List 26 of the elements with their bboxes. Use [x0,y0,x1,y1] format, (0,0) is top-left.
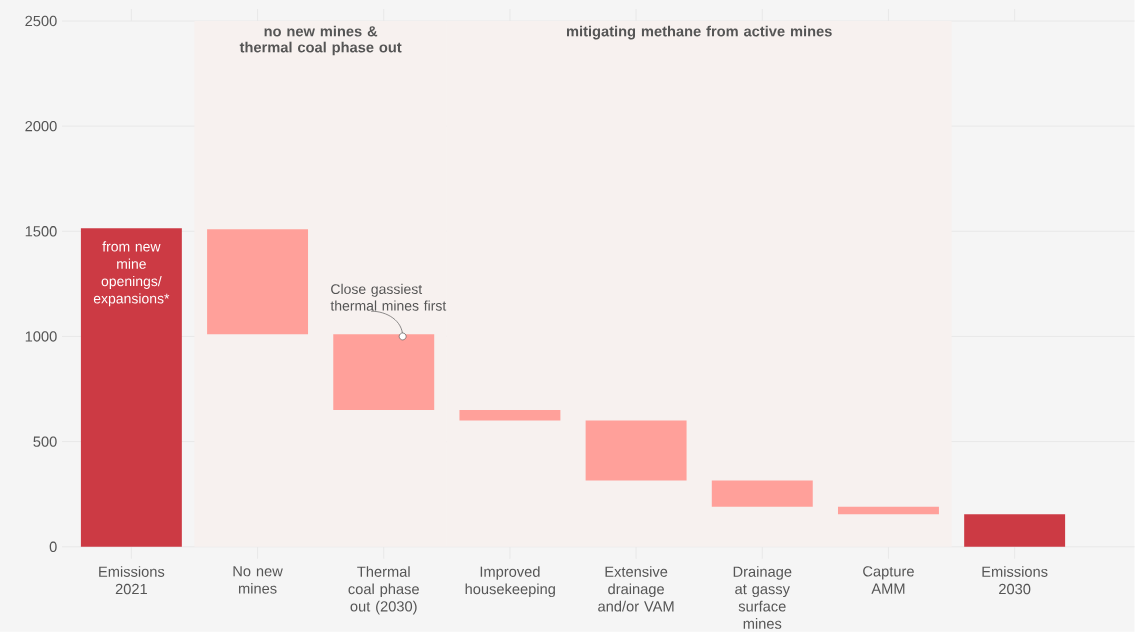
x-tick-label: Thermal coal phase out (2030) [348,565,419,615]
y-tick-label: 2000 [25,120,57,132]
annotation: from new mine openings/ expansions* [93,241,170,307]
y-tick-label: 2500 [25,15,57,27]
y-tick-label: 0 [49,541,57,552]
x-tick-label: Capture AMM [863,565,914,594]
bar [207,229,309,335]
x-tick-label: Improved housekeeping [465,565,555,597]
bar [964,514,1066,547]
bar [459,409,561,421]
band-label: mitigating methane from active mines [566,25,832,40]
bar [585,420,687,481]
x-tick-label: No new mines [233,565,283,594]
x-tick-label: Emissions 2030 [982,565,1048,595]
x-tick-label: Extensive drainage and/or VAM [598,565,674,612]
bar [711,480,813,507]
bar [837,506,939,514]
x-tick-label: Emissions 2021 [99,565,165,595]
y-tick-label: 500 [33,436,57,447]
band-label: no new mines & thermal coal phase out [239,25,402,56]
annotation: Close gassiest thermal mines first [330,283,447,311]
bar [333,334,435,410]
y-tick-label: 1500 [25,225,57,237]
bar [80,227,182,547]
x-tick-label: Drainage at gassy surface mines [733,565,792,629]
y-tick-label: 1000 [25,331,57,342]
